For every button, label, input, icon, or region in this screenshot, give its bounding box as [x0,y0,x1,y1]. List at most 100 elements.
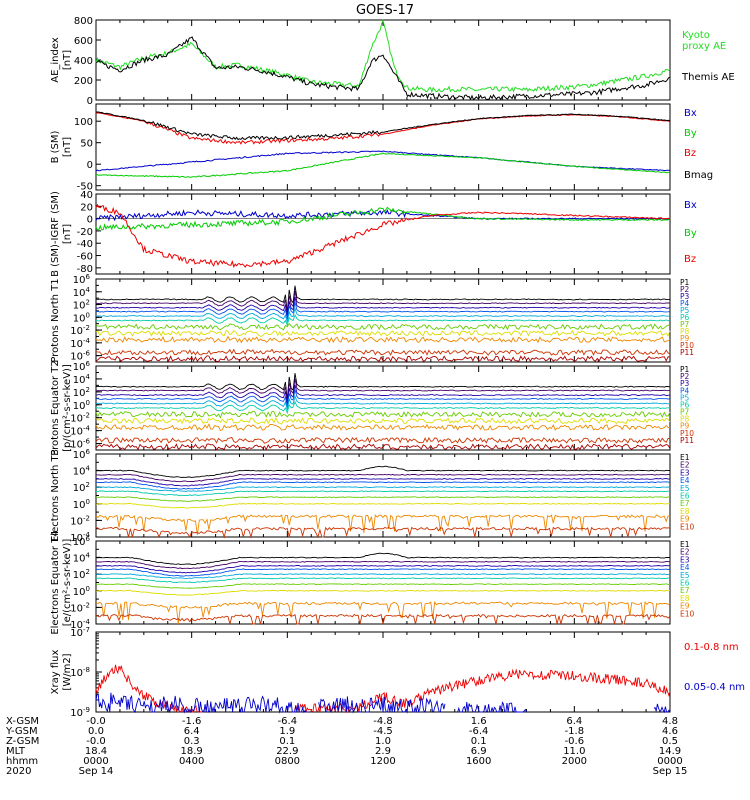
y-tick-label: 106 [73,360,91,373]
channel-line [95,490,671,497]
y-tick-label: -40 [77,239,93,250]
channel-line [95,285,670,313]
footer-value: Sep 15 [653,766,688,777]
channel-label: E8 [680,594,690,603]
legend-label: Bx [684,200,697,211]
footer-value: -4.8 [373,716,393,727]
footer-value: 0.5 [662,736,678,747]
y-tick-label: -80 [77,264,93,275]
channel-line [95,568,671,577]
y-axis-label: Protons Equator T2 [50,360,61,456]
y-axis-label: B (SM) [50,130,61,163]
series-line [95,692,309,714]
channel-line [95,473,671,483]
channel-label: P3 [680,292,690,301]
y-tick-label: 10-4 [70,425,90,438]
channel-label: E4 [680,476,690,485]
legend-label: Bz [684,148,696,159]
channel-label: E7 [680,499,690,508]
y-tick-label: 50 [80,139,93,150]
footer-value: -1.8 [565,726,585,737]
channel-line [95,502,671,509]
y-tick-label: -60 [77,252,93,263]
footer-row-label: X-GSM [6,716,39,727]
legend-label: Themis AE [681,72,735,83]
channel-label: P9 [680,334,690,343]
footer-value: 14.9 [659,746,681,757]
y-tick-label: 106 [73,448,91,461]
y-tick-label: -50 [77,182,93,193]
plot-title: GOES-17 [356,3,414,18]
footer-value: -0.0 [86,716,106,727]
series-line [95,209,671,222]
series-line [95,203,671,269]
channel-line [95,410,671,419]
channel-line [95,378,671,402]
channel-line [95,565,671,574]
y-tick-label: 0 [87,96,93,107]
y-tick-label: 104 [73,552,91,565]
channel-label: E2 [680,548,690,557]
footer-value: -1.6 [182,716,202,727]
y-tick-label: 102 [73,299,90,312]
channel-line [95,335,671,344]
channel-label: E3 [680,555,690,564]
y-tick-label: 10-2 [70,412,90,425]
series-line [653,703,671,714]
channel-label: P2 [680,285,690,294]
y-tick-label: 10-2 [70,324,90,337]
channel-line [95,400,670,415]
ephemeris-footer: X-GSMY-GSMZ-GSMMLThhmm2020-0.00.0-0.018.… [5,716,687,777]
panel-frame [95,631,671,713]
series-line [95,111,671,141]
channel-label: E5 [680,484,690,493]
y-tick-label: 104 [73,286,91,299]
footer-row-label: Z-GSM [6,736,39,747]
footer-value: 2000 [562,756,587,767]
legend-label: By [684,228,697,239]
legend-label: Kyoto [682,30,710,41]
channel-label: P6 [680,313,690,322]
channel-line [95,613,671,625]
y-tick-label: 102 [73,481,90,494]
y-tick-label: 800 [74,16,93,27]
legend-label: 0.1-0.8 nm [684,642,739,653]
footer-value: 6.9 [471,746,487,757]
channel-label: P6 [680,400,690,409]
footer-value: 1.6 [471,716,487,727]
channel-line [95,417,671,425]
series-line [318,696,446,714]
y-axis-unit: [nT] [62,137,73,157]
y-tick-label: 20 [80,202,93,213]
channel-label: E5 [680,571,690,580]
footer-value: Sep 14 [79,766,114,777]
footer-value: -6.4 [278,716,298,727]
legend-label: 0.05-0.4 nm [684,682,745,693]
channel-label: P7 [680,408,690,417]
legend-label: proxy AE [682,41,726,52]
channel-label: P1 [680,365,690,374]
y-tick-label: 40 [80,190,93,201]
channel-line [95,526,671,539]
b-sm-panel: B (SM) [nT]100 50 0 -50 Bx By Bz Bmag [50,103,713,193]
channel-line [95,600,671,625]
channel-label: E6 [680,579,690,588]
y-axis-label: B (SM)-IGRF (SM) [50,191,61,277]
channel-line [95,306,671,323]
channel-line [95,573,671,579]
channel-label: E9 [680,515,690,524]
y-tick-label: 10-6 [70,438,90,451]
channel-label: E3 [680,468,690,477]
protons-equator-panel: Protons Equator T2 [p/(cm²-s-sr-keV)] 1061… [50,360,694,456]
y-tick-label: 106 [73,535,91,548]
channel-label: E10 [680,609,695,618]
channel-line [95,514,671,536]
y-tick-label: 106 [73,273,91,286]
y-axis-label: Xray flux [50,650,61,695]
y-tick-label: 104 [73,373,91,386]
footer-value: 0.0 [88,726,104,737]
y-tick-label: -20 [77,227,93,238]
electrons-north-panel: Electrons North T3 106 104 102 100 10-2 10-4 E1… [50,448,695,544]
panel-frame [95,103,671,191]
y-tick-label: 10-8 [70,666,90,679]
